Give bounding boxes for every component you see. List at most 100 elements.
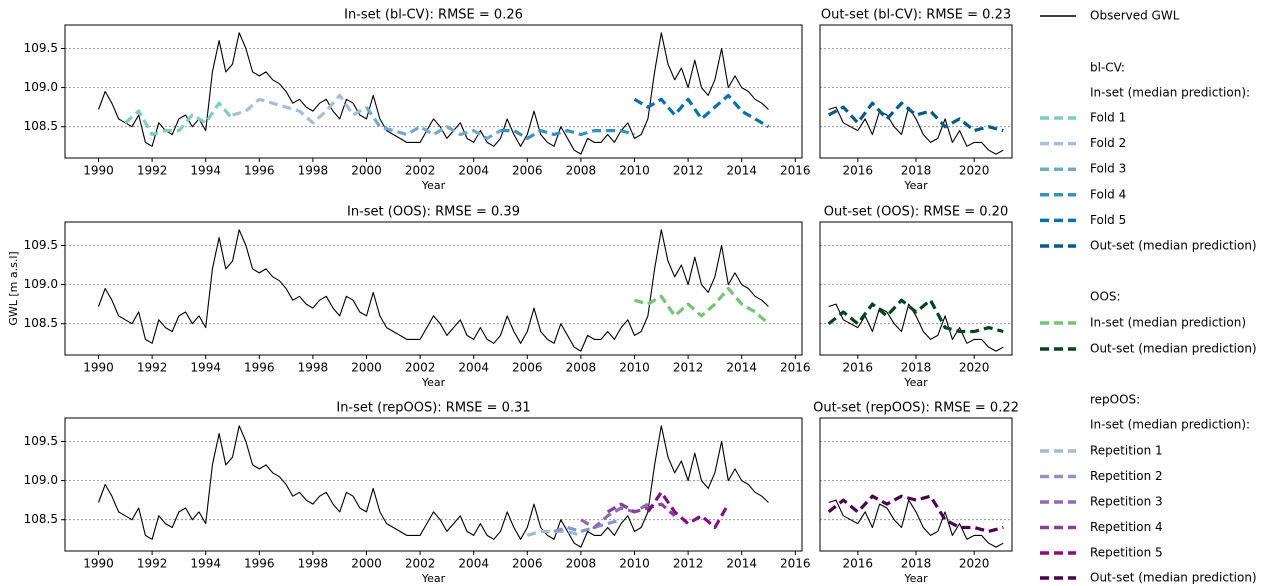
x-tick-label: 2002: [405, 164, 436, 178]
x-tick-label: 1998: [298, 164, 329, 178]
x-tick-label: 2008: [566, 557, 597, 571]
y-tick-label: 109.0: [24, 80, 58, 94]
x-tick-label: 2014: [726, 361, 757, 375]
plot-frame: [819, 221, 1013, 356]
x-tick-label: 2002: [405, 557, 436, 571]
x-tick-label: 2016: [843, 164, 874, 178]
prediction-line: [232, 93, 368, 125]
x-tick-label: 2016: [780, 164, 811, 178]
prediction-line: [827, 298, 1004, 334]
x-tick-label: 2012: [673, 164, 704, 178]
legend-header: In-set (median prediction):: [1090, 86, 1250, 100]
x-tick-label: 2020: [959, 557, 990, 571]
chart-title: Out-set (repOOS): RMSE = 0.22: [813, 401, 1019, 416]
x-tick-label: 1994: [190, 361, 221, 375]
legend-label: Fold 4: [1090, 187, 1126, 201]
legend-label: Out-set (median prediction): [1090, 239, 1257, 253]
x-tick-label: 2004: [458, 557, 489, 571]
x-tick-label: 1996: [244, 361, 275, 375]
legend-header: OOS:: [1090, 290, 1121, 304]
y-tick-label: 109.0: [24, 277, 58, 291]
prediction-line: [606, 502, 676, 518]
y-axis-label: GWL [m a.s.l]: [7, 251, 20, 325]
x-tick-label: 1990: [83, 557, 114, 571]
y-tick-label: 109.0: [24, 473, 58, 487]
prediction-line: [500, 129, 635, 140]
x-tick-label: 2014: [726, 557, 757, 571]
x-tick-label: 2000: [351, 361, 382, 375]
x-tick-label: 1998: [298, 557, 329, 571]
legend-label: Repetition 5: [1090, 546, 1163, 560]
legend-label: Out-set (median prediction): [1090, 571, 1257, 585]
plot-frame: [64, 24, 803, 159]
legend-label: Out-set (median prediction): [1090, 342, 1257, 356]
observed-line: [97, 229, 769, 352]
y-tick-label: 108.5: [24, 119, 58, 133]
x-tick-label: 1990: [83, 361, 114, 375]
x-tick-label: 2016: [780, 361, 811, 375]
x-tick-label: 1992: [137, 361, 168, 375]
x-tick-label: 2006: [512, 557, 543, 571]
prediction-line: [553, 518, 622, 533]
legend-label: Fold 1: [1090, 111, 1126, 125]
x-axis-label: Year: [421, 376, 446, 389]
x-axis-label: Year: [903, 376, 928, 389]
chart-title: Out-set (bl-CV): RMSE = 0.23: [821, 8, 1011, 23]
x-tick-label: 1996: [244, 164, 275, 178]
y-tick-label: 108.5: [24, 316, 58, 330]
x-axis-label: Year: [903, 572, 928, 585]
legend-label: Repetition 1: [1090, 444, 1163, 458]
x-axis-label: Year: [903, 179, 928, 192]
x-tick-label: 2020: [959, 164, 990, 178]
plot-frame: [64, 221, 803, 356]
chart-title: In-set (bl-CV): RMSE = 0.26: [344, 8, 523, 23]
x-tick-label: 2006: [512, 361, 543, 375]
prediction-line: [365, 106, 502, 140]
y-tick-label: 109.5: [24, 434, 58, 448]
x-tick-label: 2016: [780, 557, 811, 571]
legend-label: Observed GWL: [1090, 9, 1180, 23]
legend-label: Repetition 4: [1090, 520, 1163, 534]
x-tick-label: 2020: [959, 361, 990, 375]
legend-label: Repetition 3: [1090, 495, 1163, 509]
x-tick-label: 2004: [458, 164, 489, 178]
legend-label: Fold 5: [1090, 213, 1126, 227]
x-tick-label: 2018: [901, 164, 932, 178]
x-tick-label: 2000: [351, 164, 382, 178]
x-tick-label: 2004: [458, 361, 489, 375]
x-tick-label: 2010: [619, 361, 650, 375]
legend-header: bl-CV:: [1090, 61, 1125, 75]
chart-title: In-set (OOS): RMSE = 0.39: [347, 205, 520, 220]
observed-line: [97, 425, 769, 548]
prediction-line: [633, 93, 770, 129]
prediction-line: [526, 529, 582, 537]
observed-line: [828, 106, 1004, 155]
x-tick-label: 2018: [901, 557, 932, 571]
legend-label: In-set (median prediction): [1090, 316, 1246, 330]
x-tick-label: 2002: [405, 361, 436, 375]
plot-frame: [819, 417, 1013, 552]
prediction-line: [827, 494, 1004, 533]
legend-label: Fold 2: [1090, 136, 1126, 150]
y-tick-label: 108.5: [24, 512, 58, 526]
prediction-line: [124, 101, 234, 137]
x-tick-label: 2010: [619, 557, 650, 571]
legend-label: Repetition 2: [1090, 469, 1163, 483]
x-tick-label: 2016: [843, 557, 874, 571]
prediction-line: [646, 490, 730, 530]
chart-title: Out-set (OOS): RMSE = 0.20: [824, 205, 1008, 220]
legend-label: Fold 3: [1090, 162, 1126, 176]
x-tick-label: 1994: [190, 164, 221, 178]
x-tick-label: 2006: [512, 164, 543, 178]
x-tick-label: 1996: [244, 557, 275, 571]
legend-header: In-set (median prediction):: [1090, 418, 1250, 432]
x-tick-label: 2008: [566, 164, 597, 178]
x-tick-label: 1994: [190, 557, 221, 571]
x-tick-label: 1990: [83, 164, 114, 178]
x-tick-label: 2008: [566, 361, 597, 375]
x-tick-label: 2016: [843, 361, 874, 375]
x-tick-label: 2014: [726, 164, 757, 178]
plot-frame: [64, 417, 803, 552]
x-tick-label: 2012: [673, 557, 704, 571]
